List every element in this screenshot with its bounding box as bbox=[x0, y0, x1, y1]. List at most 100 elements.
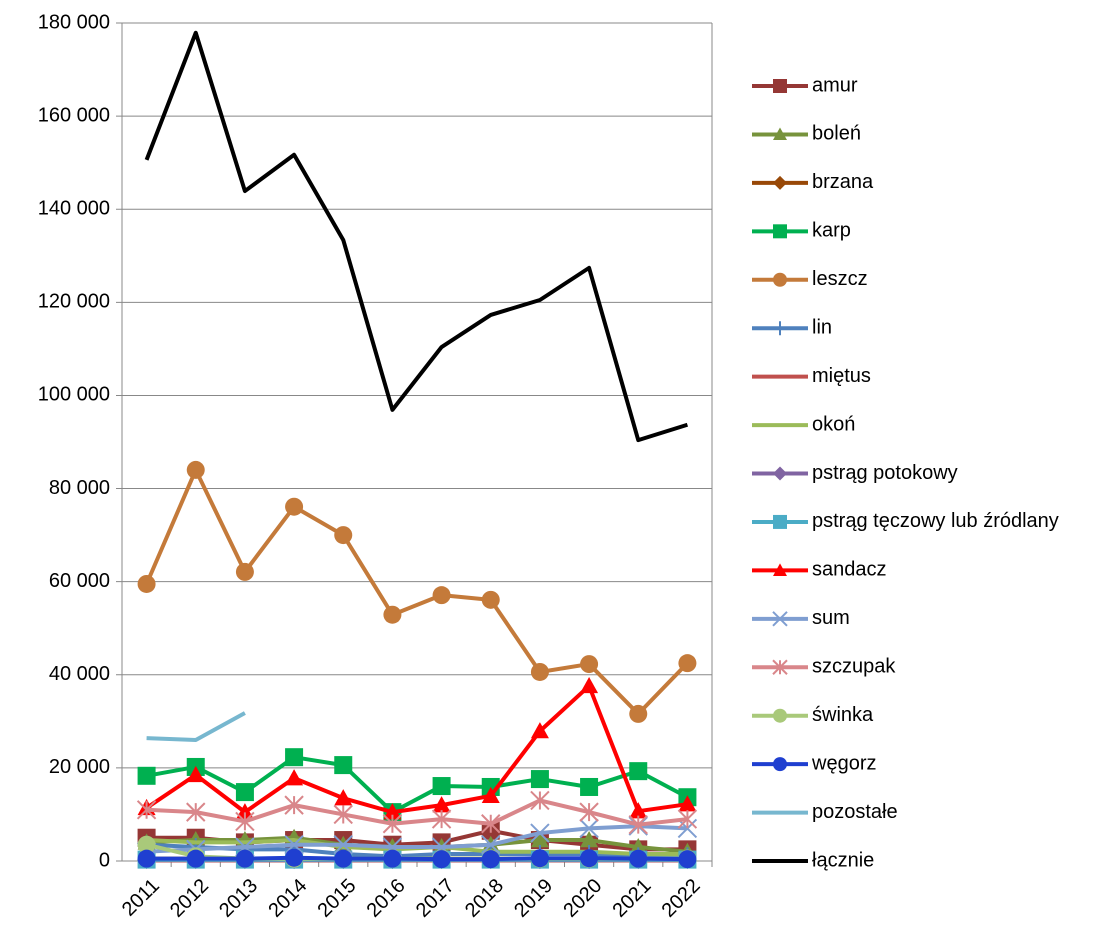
marker bbox=[235, 562, 254, 581]
marker bbox=[383, 849, 402, 868]
marker bbox=[481, 786, 500, 804]
marker bbox=[678, 795, 697, 812]
marker bbox=[773, 79, 787, 93]
series-line bbox=[146, 711, 246, 742]
y-tick-label: 180 000 bbox=[38, 11, 110, 33]
series-line bbox=[146, 855, 688, 862]
x-tick-label: 2021 bbox=[608, 875, 655, 922]
marker bbox=[678, 850, 697, 869]
marker bbox=[284, 795, 304, 815]
marker bbox=[235, 811, 255, 832]
marker bbox=[530, 831, 549, 848]
marker bbox=[773, 466, 787, 481]
x-tick-label: 2018 bbox=[461, 875, 508, 922]
marker bbox=[579, 818, 599, 839]
marker bbox=[432, 586, 451, 605]
legend-label: miętus bbox=[812, 365, 871, 387]
marker bbox=[580, 831, 599, 848]
marker bbox=[432, 796, 451, 813]
y-tick-label: 60 000 bbox=[49, 570, 110, 592]
marker bbox=[530, 849, 549, 868]
legend-label: szczupak bbox=[812, 656, 896, 678]
marker bbox=[678, 654, 697, 673]
x-tick-label: 2013 bbox=[215, 875, 262, 922]
series-line bbox=[145, 683, 688, 815]
marker bbox=[629, 849, 648, 868]
y-tick-label: 20 000 bbox=[49, 756, 110, 778]
marker bbox=[137, 574, 156, 593]
marker bbox=[334, 526, 353, 545]
marker bbox=[772, 611, 788, 627]
y-tick-label: 160 000 bbox=[38, 104, 110, 126]
marker bbox=[186, 765, 205, 783]
marker bbox=[136, 800, 157, 820]
marker bbox=[334, 789, 353, 806]
marker bbox=[481, 834, 501, 855]
marker bbox=[773, 321, 787, 336]
marker bbox=[677, 818, 698, 839]
marker bbox=[629, 802, 648, 819]
y-tick-label: 140 000 bbox=[38, 198, 110, 220]
marker bbox=[580, 655, 599, 674]
marker bbox=[773, 272, 787, 287]
series-line bbox=[146, 824, 688, 854]
legend-label: karp bbox=[812, 220, 851, 242]
marker bbox=[530, 823, 550, 843]
marker bbox=[481, 814, 501, 834]
marker bbox=[285, 497, 304, 516]
marker bbox=[235, 803, 254, 820]
marker bbox=[579, 802, 599, 822]
y-tick-label: 80 000 bbox=[49, 477, 110, 499]
legend-label: pozostałe bbox=[812, 801, 898, 823]
series-line bbox=[146, 755, 689, 815]
marker bbox=[137, 849, 156, 868]
marker bbox=[773, 757, 787, 772]
legend-label: łącznie bbox=[812, 849, 874, 871]
legend-label: lin bbox=[812, 316, 832, 338]
y-tick-label: 100 000 bbox=[38, 384, 110, 406]
series-line bbox=[144, 30, 689, 443]
x-tick-label: 2014 bbox=[264, 875, 311, 922]
marker bbox=[629, 704, 648, 723]
y-tick-label: 40 000 bbox=[49, 663, 110, 685]
series-line bbox=[146, 798, 688, 827]
marker bbox=[186, 802, 206, 822]
marker bbox=[382, 814, 403, 834]
x-tick-label: 2019 bbox=[510, 875, 557, 922]
marker bbox=[580, 777, 599, 796]
legend-label: boleń bbox=[812, 123, 861, 145]
marker bbox=[773, 224, 787, 239]
x-tick-label: 2020 bbox=[559, 875, 606, 922]
marker bbox=[773, 563, 787, 576]
legend-label: leszcz bbox=[812, 268, 868, 290]
legend-label: amur bbox=[812, 74, 858, 96]
marker bbox=[773, 175, 787, 190]
marker bbox=[481, 590, 500, 609]
marker bbox=[334, 849, 353, 868]
marker bbox=[773, 708, 787, 723]
marker bbox=[333, 804, 353, 825]
marker bbox=[772, 659, 788, 675]
legend-label: brzana bbox=[812, 171, 874, 193]
marker bbox=[137, 835, 156, 854]
legend-label: sandacz bbox=[812, 559, 887, 581]
marker bbox=[580, 849, 599, 868]
legend-label: pstrąg tęczowy lub źródlany bbox=[812, 510, 1059, 532]
marker bbox=[431, 809, 452, 829]
marker bbox=[235, 849, 254, 868]
marker bbox=[629, 762, 648, 781]
marker bbox=[530, 790, 550, 811]
marker bbox=[677, 809, 698, 829]
legend-label: sum bbox=[812, 607, 850, 629]
marker bbox=[285, 748, 304, 767]
marker bbox=[334, 756, 353, 775]
x-tick-label: 2017 bbox=[412, 875, 459, 922]
legend-label: węgorz bbox=[811, 752, 876, 774]
y-tick-label: 120 000 bbox=[38, 291, 110, 313]
legend-label: pstrąg potokowy bbox=[812, 462, 958, 484]
marker bbox=[629, 838, 648, 855]
marker bbox=[186, 460, 205, 479]
marker bbox=[285, 848, 304, 867]
marker bbox=[530, 770, 549, 789]
marker bbox=[284, 834, 304, 855]
